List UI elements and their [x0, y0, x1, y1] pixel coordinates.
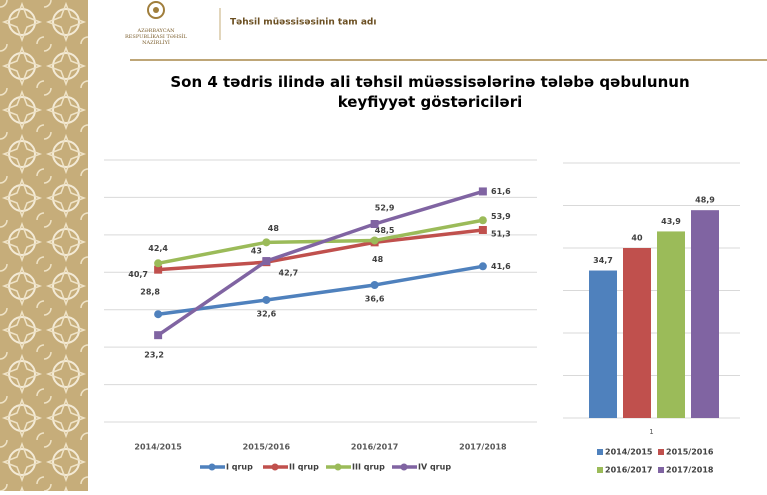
series-line: [158, 266, 483, 314]
org-name: AZƏRBAYCAN RESPUBLİKASI TƏHSİL NAZİRLİYİ: [125, 28, 187, 46]
x-tick-label: 2014/2015: [134, 443, 182, 452]
value-label: 48: [372, 255, 384, 264]
point: [479, 226, 487, 234]
value-label: 42,7: [279, 269, 299, 278]
value-label: 42,4: [148, 244, 168, 253]
legend-marker: [209, 464, 216, 471]
value-label: 40,7: [128, 270, 148, 279]
ornament-strip: [0, 0, 88, 491]
title: Son 4 tədris ilində ali təhsil müəssisəl…: [150, 72, 710, 112]
point: [154, 331, 162, 339]
value-label: 52,9: [375, 204, 395, 213]
point: [371, 281, 379, 289]
value-label: 41,6: [491, 262, 511, 271]
bar: [623, 248, 651, 418]
legend-swatch: [597, 467, 603, 473]
point: [479, 262, 487, 270]
point: [371, 220, 379, 228]
legend-label: 2017/2018: [666, 466, 714, 475]
point: [371, 236, 379, 244]
x-tick-label: 1: [649, 428, 653, 436]
point: [154, 259, 162, 267]
point: [479, 216, 487, 224]
legend-label: IV qrup: [418, 463, 451, 472]
value-label: 28,8: [140, 288, 160, 297]
point: [262, 257, 270, 265]
legend-marker: [335, 464, 342, 471]
series-line: [158, 191, 483, 335]
x-tick-label: 2017/2018: [459, 443, 507, 452]
legend-marker: [401, 464, 408, 471]
value-label: 36,6: [365, 295, 385, 304]
value-label: 48: [268, 224, 280, 233]
org-box: AZƏRBAYCAN RESPUBLİKASI TƏHSİL NAZİRLİYİ: [125, 28, 187, 50]
value-label: 23,2: [144, 351, 164, 360]
point: [262, 296, 270, 304]
value-label: 40: [631, 234, 643, 243]
point: [262, 238, 270, 246]
legend-label: II qrup: [289, 463, 319, 472]
x-tick-label: 2015/2016: [243, 443, 291, 452]
value-label: 34,7: [593, 256, 613, 265]
x-tick-label: 2016/2017: [351, 443, 398, 452]
bar: [657, 231, 685, 418]
value-label: 43,9: [661, 217, 681, 226]
point: [479, 187, 487, 195]
legend-label: 2014/2015: [605, 448, 653, 457]
bar: [589, 271, 617, 418]
value-label: 61,6: [491, 187, 511, 196]
legend-label: I qrup: [226, 463, 253, 472]
legend-label: 2016/2017: [605, 466, 652, 475]
point: [154, 310, 162, 318]
bar: [691, 210, 719, 418]
logo-center: [153, 7, 159, 13]
slide: AZƏRBAYCAN RESPUBLİKASI TƏHSİL NAZİRLİYİ…: [0, 0, 767, 491]
value-label: 43: [251, 247, 262, 256]
legend-label: III qrup: [352, 463, 385, 472]
value-label: 53,9: [491, 212, 511, 221]
subtitle: Təhsil müəssisəsinin tam adı: [230, 18, 376, 28]
value-label: 48,9: [695, 196, 715, 205]
legend-marker: [272, 464, 279, 471]
legend-swatch: [658, 467, 664, 473]
title-box: Son 4 tədris ilində ali təhsil müəssisəl…: [150, 72, 710, 122]
value-label: 32,6: [257, 309, 277, 318]
legend-label: 2015/2016: [666, 448, 714, 457]
legend-swatch: [597, 449, 603, 455]
series-line: [158, 230, 483, 270]
legend-swatch: [658, 449, 664, 455]
value-label: 51,3: [491, 229, 511, 238]
